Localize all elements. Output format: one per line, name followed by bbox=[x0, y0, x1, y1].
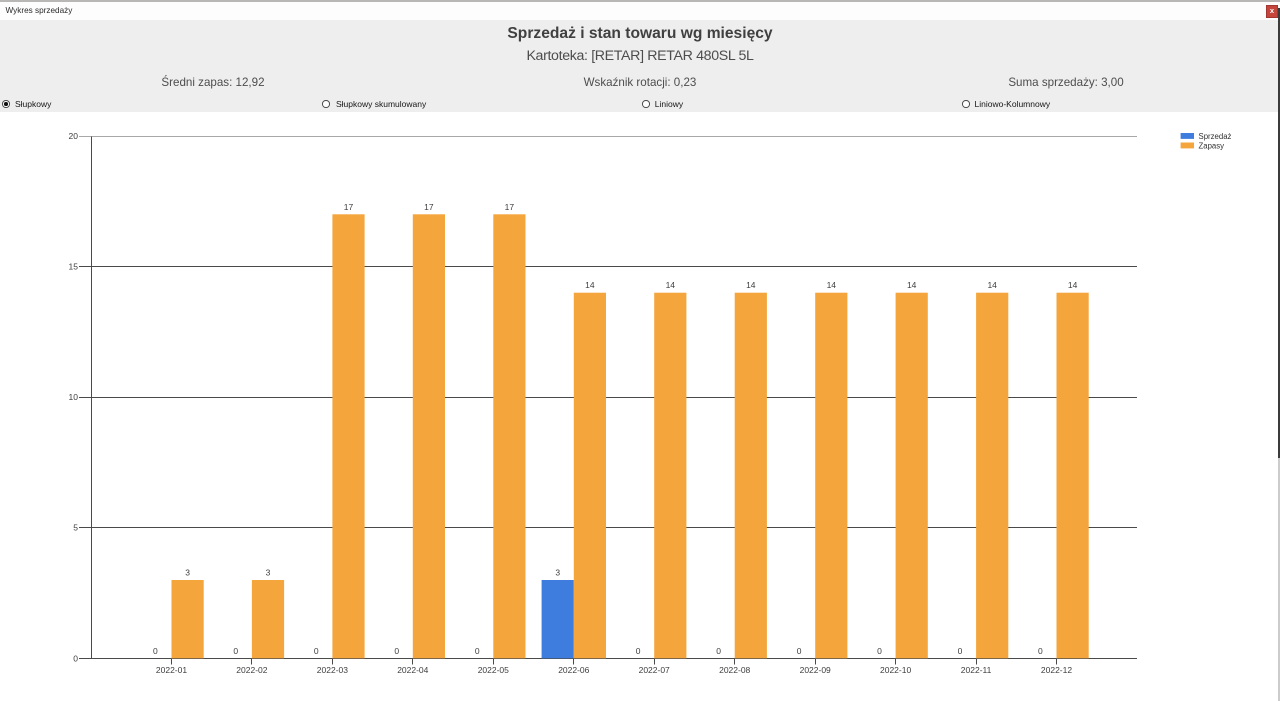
svg-text:14: 14 bbox=[666, 280, 676, 290]
svg-text:0: 0 bbox=[877, 646, 882, 656]
svg-text:0: 0 bbox=[153, 646, 158, 656]
svg-text:10: 10 bbox=[69, 392, 79, 402]
svg-text:14: 14 bbox=[827, 280, 837, 290]
svg-text:2022-09: 2022-09 bbox=[800, 665, 831, 675]
svg-text:20: 20 bbox=[69, 131, 79, 141]
svg-text:Zapasy: Zapasy bbox=[1199, 142, 1225, 151]
svg-text:2022-06: 2022-06 bbox=[558, 665, 589, 675]
svg-text:17: 17 bbox=[505, 202, 515, 212]
svg-text:15: 15 bbox=[69, 262, 79, 272]
svg-text:2022-10: 2022-10 bbox=[880, 665, 911, 675]
svg-text:14: 14 bbox=[907, 280, 917, 290]
svg-text:3: 3 bbox=[185, 568, 190, 578]
svg-text:3: 3 bbox=[555, 568, 560, 578]
svg-text:0: 0 bbox=[1038, 646, 1043, 656]
svg-text:0: 0 bbox=[233, 646, 238, 656]
svg-text:5: 5 bbox=[73, 523, 78, 533]
svg-text:2022-01: 2022-01 bbox=[156, 665, 187, 675]
svg-text:2022-02: 2022-02 bbox=[236, 665, 267, 675]
svg-text:0: 0 bbox=[797, 646, 802, 656]
svg-text:17: 17 bbox=[424, 202, 434, 212]
svg-text:0: 0 bbox=[716, 646, 721, 656]
svg-text:0: 0 bbox=[958, 646, 963, 656]
svg-text:2022-07: 2022-07 bbox=[639, 665, 670, 675]
svg-text:Sprzedaż: Sprzedaż bbox=[1199, 132, 1232, 141]
svg-text:0: 0 bbox=[73, 653, 78, 663]
svg-text:2022-12: 2022-12 bbox=[1041, 665, 1072, 675]
svg-text:14: 14 bbox=[987, 280, 997, 290]
svg-text:3: 3 bbox=[266, 568, 271, 578]
svg-text:17: 17 bbox=[344, 202, 354, 212]
svg-text:0: 0 bbox=[394, 646, 399, 656]
svg-text:0: 0 bbox=[314, 646, 319, 656]
svg-text:14: 14 bbox=[1068, 280, 1078, 290]
svg-text:14: 14 bbox=[585, 280, 595, 290]
svg-text:2022-04: 2022-04 bbox=[397, 665, 428, 675]
svg-text:2022-03: 2022-03 bbox=[317, 665, 348, 675]
svg-text:2022-05: 2022-05 bbox=[478, 665, 509, 675]
svg-text:0: 0 bbox=[636, 646, 641, 656]
svg-text:2022-11: 2022-11 bbox=[961, 665, 992, 675]
svg-text:14: 14 bbox=[746, 280, 756, 290]
svg-text:2022-08: 2022-08 bbox=[719, 665, 750, 675]
svg-text:0: 0 bbox=[475, 646, 480, 656]
